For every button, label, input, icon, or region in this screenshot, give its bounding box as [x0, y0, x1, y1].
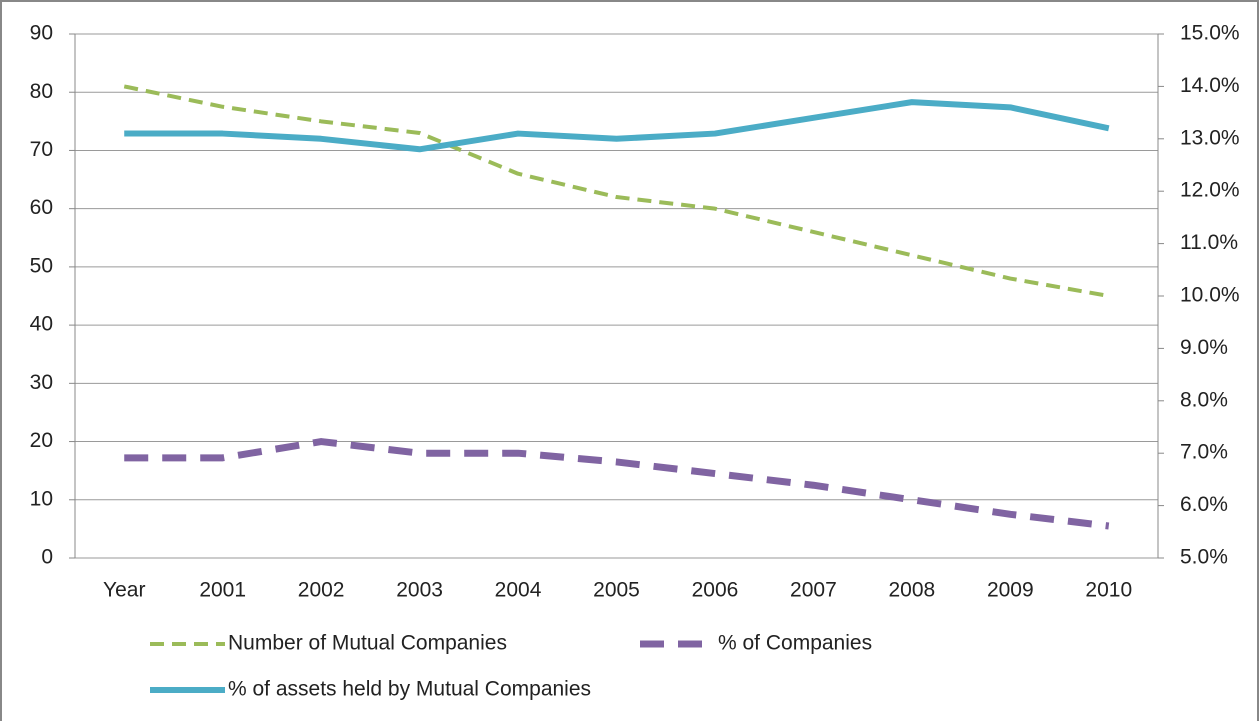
x-tick-label: 2002 [298, 579, 345, 602]
x-tick-label: 2010 [1085, 579, 1132, 602]
y-tick-label: 10 [30, 487, 53, 510]
y2-tick-label: 5.0% [1180, 546, 1228, 569]
x-tick-label: 2007 [790, 579, 837, 602]
y2-tick-label: 9.0% [1180, 336, 1228, 359]
x-tick-label: 2001 [199, 579, 246, 602]
legend-label: % of assets held by Mutual Companies [228, 678, 591, 701]
x-tick-label: 2004 [495, 579, 542, 602]
y2-tick-label: 11.0% [1180, 231, 1238, 254]
x-tick-label: Year [103, 579, 145, 602]
x-tick-label: 2003 [396, 579, 443, 602]
y-tick-label: 50 [30, 254, 53, 277]
y2-tick-label: 12.0% [1180, 179, 1240, 202]
y-tick-label: 70 [30, 138, 53, 161]
y-tick-label: 0 [41, 546, 53, 569]
x-tick-label: 2005 [593, 579, 640, 602]
y2-tick-label: 6.0% [1180, 493, 1228, 516]
series-line [123, 84, 1110, 298]
series-line [124, 99, 1110, 153]
x-tick-label: 2008 [889, 579, 936, 602]
y2-tick-label: 14.0% [1180, 74, 1240, 97]
y2-tick-label: 10.0% [1180, 284, 1240, 307]
y2-tick-label: 13.0% [1180, 126, 1240, 149]
y-tick-label: 30 [30, 371, 53, 394]
y-tick-label: 90 [30, 22, 53, 45]
y-tick-label: 60 [30, 196, 53, 219]
y2-tick-label: 7.0% [1180, 441, 1228, 464]
y2-tick-label: 8.0% [1180, 388, 1228, 411]
y2-tick-label: 15.0% [1180, 22, 1240, 45]
y-tick-label: 40 [30, 313, 53, 336]
x-tick-label: 2009 [987, 579, 1034, 602]
legend-label: % of Companies [718, 632, 872, 655]
series-line [124, 438, 1110, 530]
x-tick-label: 2006 [692, 579, 739, 602]
y-tick-label: 80 [30, 80, 53, 103]
legend-label: Number of Mutual Companies [228, 632, 507, 655]
y-tick-label: 20 [30, 429, 53, 452]
